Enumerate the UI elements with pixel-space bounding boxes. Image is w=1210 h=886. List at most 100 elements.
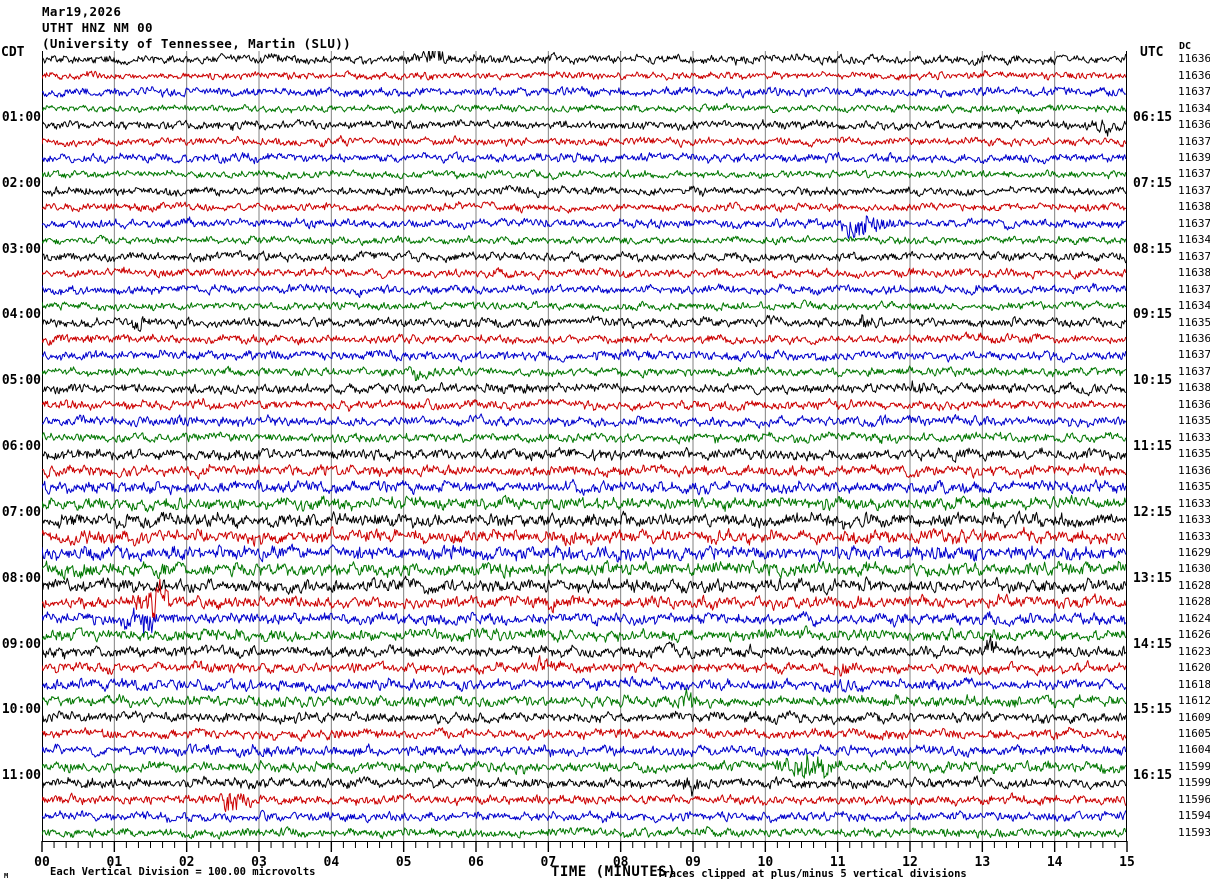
seismic-trace [42, 753, 1127, 779]
seismic-trace [42, 365, 1127, 382]
seismic-trace [42, 446, 1127, 463]
dc-value: 11635 [1178, 447, 1210, 461]
utc-time-label: 14:15 [1133, 636, 1173, 652]
seismic-trace [42, 526, 1127, 547]
x-tick-label: 12 [902, 855, 918, 870]
header-channel: UTHT HNZ NM 00 [42, 20, 153, 35]
dc-value: 11612 [1178, 694, 1210, 708]
dc-value: 11628 [1178, 595, 1210, 609]
seismic-trace [42, 655, 1127, 677]
clipping-note: Traces clipped at plus/minus 5 vertical … [657, 868, 967, 880]
seismogram-plot[interactable] [42, 51, 1127, 841]
seismic-trace [42, 234, 1127, 247]
x-tick-label: 00 [34, 855, 50, 870]
seismic-trace [42, 215, 1127, 239]
dc-value: 11624 [1178, 611, 1210, 625]
dc-value: 11609 [1178, 710, 1210, 724]
dc-value: 11635 [1178, 414, 1210, 428]
x-tick-label: 09 [685, 855, 701, 870]
cdt-time-label: 08:00 [1, 570, 41, 586]
x-tick-label: 07 [540, 855, 557, 870]
dc-value: 11637 [1178, 85, 1210, 99]
dc-value: 11637 [1178, 167, 1210, 181]
cdt-time-label: 06:00 [1, 439, 41, 454]
seismic-trace [42, 578, 1127, 620]
dc-value: 11633 [1178, 513, 1210, 527]
cdt-time-label: 04:00 [1, 307, 41, 323]
cdt-time-label: 09:00 [1, 636, 41, 652]
dc-value: 11599 [1178, 776, 1210, 790]
dc-value: 11604 [1178, 743, 1210, 757]
x-axis-title: TIME (MINUTES) [551, 864, 677, 880]
x-tick-label: 11 [829, 855, 846, 870]
dc-value: 11630 [1178, 562, 1210, 576]
seismic-trace [42, 559, 1127, 581]
dc-value: 11635 [1178, 315, 1210, 329]
cdt-time-label: 11:00 [1, 768, 41, 784]
cdt-time-label: 07:00 [1, 504, 41, 520]
seismic-trace [42, 431, 1127, 445]
corner-mark: M [4, 872, 9, 880]
right-timezone-label: UTC [1140, 45, 1164, 60]
seismic-trace [42, 299, 1127, 313]
cdt-time-label: 05:00 [1, 373, 41, 389]
x-tick-label: 05 [395, 855, 412, 870]
dc-value: 11638 [1178, 200, 1210, 214]
dc-value: 11636 [1178, 397, 1210, 411]
dc-value: 11596 [1178, 792, 1210, 806]
dc-value: 11633 [1178, 496, 1210, 510]
x-axis-ticks [41, 841, 1128, 852]
left-timezone-label: CDT [1, 45, 25, 60]
dc-value: 11637 [1178, 183, 1210, 197]
seismic-trace [42, 809, 1127, 824]
cdt-time-label: 10:00 [1, 702, 41, 718]
dc-value: 11623 [1178, 644, 1210, 658]
x-tick-label: 14 [1046, 855, 1063, 870]
utc-time-label: 09:15 [1133, 307, 1173, 323]
seismic-trace [42, 743, 1127, 758]
x-tick-label: 03 [251, 855, 267, 870]
x-tick-label: 10 [757, 855, 774, 870]
dc-value: 11637 [1178, 348, 1210, 362]
dc-value: 11636 [1178, 118, 1210, 132]
seismic-trace [42, 348, 1127, 363]
seismic-trace [42, 726, 1127, 742]
x-tick-label: 13 [974, 855, 991, 870]
seismic-trace [42, 478, 1127, 496]
x-tick-label: 02 [178, 855, 195, 870]
seismic-trace [42, 331, 1127, 346]
x-tick-label: 08 [612, 855, 629, 870]
dc-value: 11637 [1178, 216, 1210, 230]
seismic-trace [42, 151, 1127, 165]
seismogram-canvas [42, 51, 1127, 841]
seismic-trace [42, 413, 1127, 429]
x-tick-label: 04 [323, 855, 340, 870]
utc-time-label: 06:15 [1133, 109, 1173, 125]
header-institution: (University of Tennessee, Martin (SLU)) [42, 36, 352, 51]
x-tick-label: 06 [468, 855, 484, 870]
seismic-trace [42, 494, 1127, 513]
seismic-trace [42, 85, 1127, 99]
x-axis: 00 01 02 03 04 05 06 07 08 09 10 11 12 13 14 15 [0, 841, 1210, 870]
dc-value: 11633 [1178, 430, 1210, 444]
seismic-trace [42, 635, 1127, 660]
seismic-trace [42, 775, 1127, 797]
seismic-trace [42, 710, 1127, 726]
dc-value: 11638 [1178, 381, 1210, 395]
seismic-trace [42, 249, 1127, 264]
dc-value: 11636 [1178, 463, 1210, 477]
dc-value: 11618 [1178, 677, 1210, 691]
dc-value: 11637 [1178, 364, 1210, 378]
dc-value: 11634 [1178, 101, 1210, 115]
dc-value: 11635 [1178, 480, 1210, 494]
seismic-trace [42, 380, 1127, 397]
seismic-trace [42, 169, 1127, 181]
seismic-trace [42, 282, 1127, 299]
seismic-trace [42, 510, 1127, 530]
utc-time-label: 13:15 [1133, 570, 1173, 586]
dc-value: 11628 [1178, 578, 1210, 592]
dc-value: 11620 [1178, 661, 1210, 675]
dc-value: 11637 [1178, 249, 1210, 263]
seismic-trace [42, 51, 1127, 66]
